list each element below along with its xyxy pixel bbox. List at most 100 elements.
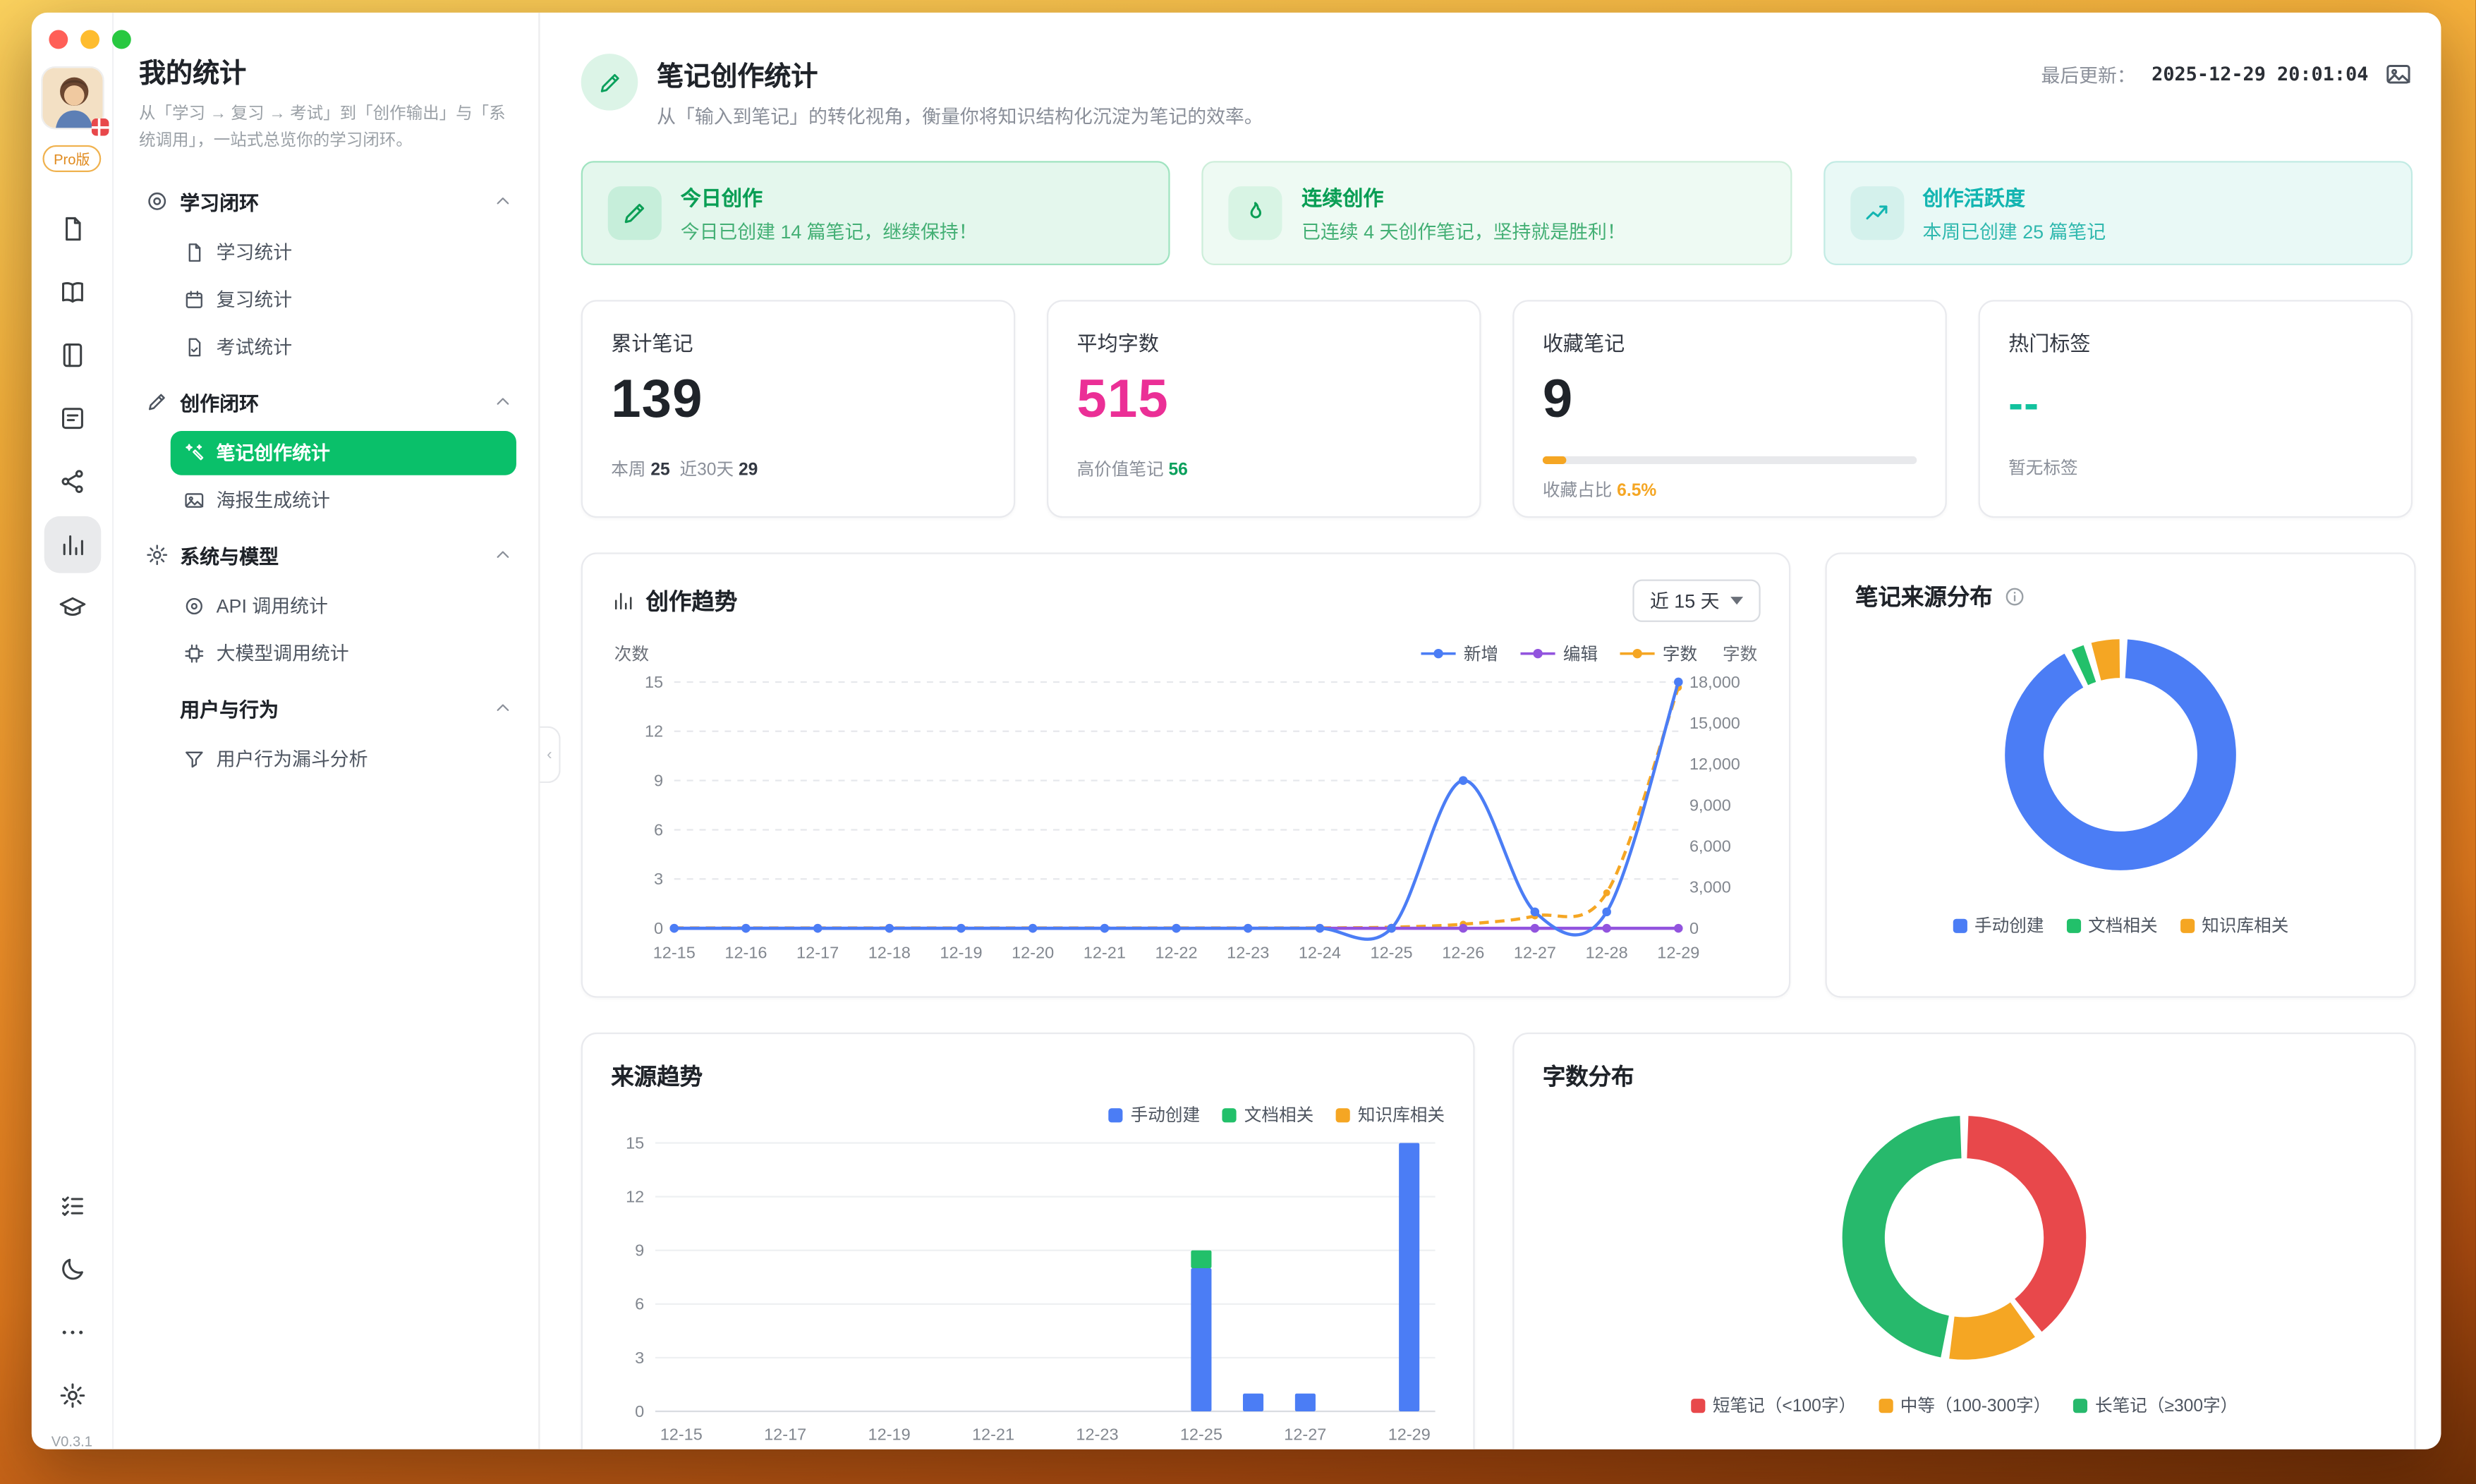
legend-item[interactable]: 知识库相关 bbox=[1335, 1102, 1445, 1127]
user-avatar[interactable] bbox=[40, 66, 109, 136]
sidebar-item[interactable]: 用户行为漏斗分析 bbox=[171, 736, 516, 781]
svg-text:12-29: 12-29 bbox=[1388, 1425, 1431, 1443]
sidebar-section-header[interactable]: 创作闭环 bbox=[135, 375, 522, 427]
sidebar-item[interactable]: 笔记创作统计 bbox=[170, 430, 516, 475]
words-chart-title: 字数分布 bbox=[1542, 1065, 1634, 1091]
source-trend-bar-chart: 0 3 6 9 12 15 12-15 12-17 12-19 12-21 12-23 12-25 12… bbox=[626, 1133, 1436, 1443]
chevron-up-icon bbox=[492, 391, 513, 411]
svg-text:15: 15 bbox=[626, 1133, 644, 1152]
rail-stats[interactable] bbox=[43, 516, 101, 573]
sources-donut-chart bbox=[2005, 639, 2236, 870]
stat-footer: 本周 25 近30天 29 bbox=[611, 461, 758, 480]
chevron-up-icon bbox=[492, 697, 513, 717]
last-update-label: 最后更新： bbox=[2041, 63, 2136, 86]
svg-text:12-15: 12-15 bbox=[660, 1425, 703, 1443]
sidebar-section-header[interactable]: 系统与模型 bbox=[135, 528, 522, 580]
avatar-image bbox=[40, 66, 104, 130]
favorite-progress-fill bbox=[1542, 456, 1567, 465]
legend-item[interactable]: 手动创建 bbox=[1952, 913, 2044, 938]
svg-text:12-17: 12-17 bbox=[796, 944, 839, 962]
info-icon[interactable] bbox=[2003, 585, 2025, 607]
legend-item[interactable]: 短笔记（<100字） bbox=[1690, 1392, 1856, 1418]
sidebar-section: 创作闭环 笔记创作统计 海报生成统计 bbox=[135, 375, 522, 522]
trend-chart-title: 创作趋势 bbox=[645, 590, 738, 616]
trend-legend: 新增 编辑 字数 bbox=[1421, 641, 1697, 667]
sidebar-section: 用户与行为 用户行为漏斗分析 bbox=[135, 681, 522, 781]
rail-library[interactable] bbox=[44, 264, 101, 321]
rail-settings[interactable] bbox=[44, 1367, 101, 1424]
stat-footer: 高价值笔记 56 bbox=[1076, 461, 1188, 480]
svg-text:3: 3 bbox=[635, 1349, 644, 1367]
pro-badge[interactable]: Pro版 bbox=[42, 145, 102, 172]
app-window: Pro版 V0.3.1 我的统计 从「学习 → 复习 → 考试」到「创作输出」与… bbox=[31, 12, 2441, 1449]
sources-legend: 手动创建 文档相关 知识库相关 bbox=[1855, 913, 2386, 938]
legend-item[interactable]: 编辑 bbox=[1520, 641, 1598, 667]
sidebar-collapse-handle[interactable]: ‹ bbox=[540, 726, 561, 784]
stat-card-favorites: 收藏笔记 9 收藏占比 6.5% bbox=[1512, 300, 1947, 518]
funnel-icon bbox=[183, 748, 205, 770]
filecheck-icon bbox=[183, 336, 205, 358]
svg-text:9: 9 bbox=[654, 771, 663, 789]
page-subtitle: 从「输入到笔记」的转化视角，衡量你将知识结构化沉淀为笔记的效率。 bbox=[657, 105, 1263, 128]
export-image-icon[interactable] bbox=[2384, 60, 2413, 88]
source-trend-card: 来源趋势 手动创建 文档相关 知识库相关 0 3 6 9 12 15 12-15 12-17 12-… bbox=[581, 1032, 1475, 1449]
sidebar-subtitle: 从「学习 → 复习 → 考试」到「创作输出」与「系统调用」，一站式总览你的学习闭… bbox=[138, 104, 506, 151]
svg-text:12-18: 12-18 bbox=[868, 944, 911, 962]
legend-item[interactable]: 手动创建 bbox=[1108, 1102, 1200, 1127]
stat-footer: 暂无标签 bbox=[2008, 459, 2078, 479]
legend-item[interactable]: 新增 bbox=[1421, 641, 1498, 667]
sidebar-section-header[interactable]: 用户与行为 bbox=[135, 681, 522, 734]
svg-text:15,000: 15,000 bbox=[1689, 714, 1740, 732]
rail-learning[interactable] bbox=[44, 579, 101, 636]
maximize-button[interactable] bbox=[111, 30, 131, 49]
stat-label: 热门标签 bbox=[2008, 332, 2091, 355]
svg-text:12-29: 12-29 bbox=[1657, 944, 1699, 962]
legend-item[interactable]: 知识库相关 bbox=[2179, 913, 2288, 938]
sidebar-item[interactable]: 复习统计 bbox=[171, 277, 516, 322]
sidebar-item[interactable]: 海报生成统计 bbox=[171, 478, 516, 522]
legend-item[interactable]: 中等（100-300字） bbox=[1878, 1392, 2051, 1418]
favorite-progress bbox=[1542, 456, 1917, 465]
svg-text:3: 3 bbox=[654, 870, 663, 888]
sidebar-item[interactable]: API 调用统计 bbox=[171, 583, 516, 628]
wand-icon bbox=[183, 442, 205, 463]
last-update-time: 2025-12-29 20:01:04 bbox=[2152, 63, 2369, 85]
minimize-button[interactable] bbox=[80, 30, 100, 49]
highlight-banners: 今日创作 今日已创建 14 篇笔记，继续保持！ 连续创作 已连续 4 天创作笔记，坚持… bbox=[581, 161, 2413, 266]
legend-item[interactable]: 文档相关 bbox=[2065, 913, 2158, 938]
sidebar-item[interactable]: 考试统计 bbox=[171, 324, 516, 369]
sidebar-item[interactable]: 学习统计 bbox=[171, 230, 516, 274]
legend-item[interactable]: 文档相关 bbox=[1222, 1102, 1313, 1127]
svg-text:12-16: 12-16 bbox=[724, 944, 767, 962]
svg-text:6: 6 bbox=[635, 1295, 644, 1313]
svg-text:12-17: 12-17 bbox=[764, 1425, 806, 1443]
svg-text:12-27: 12-27 bbox=[1514, 944, 1556, 962]
version-label: V0.3.1 bbox=[51, 1433, 92, 1449]
rail-more[interactable] bbox=[44, 1304, 101, 1361]
legend-item[interactable]: 长笔记（≥300字） bbox=[2073, 1392, 2238, 1418]
rail-notebook[interactable] bbox=[44, 327, 101, 384]
svg-text:15: 15 bbox=[645, 673, 663, 691]
close-button[interactable] bbox=[49, 30, 68, 49]
rail-documents[interactable] bbox=[44, 200, 101, 257]
sidebar-item[interactable]: 大模型调用统计 bbox=[171, 631, 516, 675]
svg-text:6: 6 bbox=[654, 820, 663, 839]
words-donut-chart bbox=[1842, 1116, 2087, 1360]
range-select[interactable]: 近 15 天 bbox=[1632, 579, 1761, 622]
note-stats-icon bbox=[581, 54, 638, 111]
window-controls bbox=[49, 30, 131, 49]
trend-chart-card: 创作趋势 近 15 天 次数 新增 编辑 字数 字数 0 3 6 9 12 15 0 3,000 6… bbox=[581, 552, 1791, 998]
rail-tasks[interactable] bbox=[44, 1178, 101, 1235]
stat-card-avg-words: 平均字数 515 高价值笔记 56 bbox=[1046, 300, 1481, 518]
sidebar-section-header[interactable]: 学习闭环 bbox=[135, 175, 522, 227]
page-header: 笔记创作统计 从「输入到笔记」的转化视角，衡量你将知识结构化沉淀为笔记的效率。 … bbox=[581, 54, 2413, 129]
rail-theme-toggle[interactable] bbox=[44, 1241, 101, 1298]
words-legend: 短笔记（<100字） 中等（100-300字） 长笔记（≥300字） bbox=[1543, 1392, 2386, 1418]
legend-item[interactable]: 字数 bbox=[1620, 641, 1697, 667]
rail-notes[interactable] bbox=[44, 390, 101, 447]
rail-share[interactable] bbox=[44, 453, 101, 510]
gear-icon bbox=[145, 542, 169, 566]
stat-label: 平均字数 bbox=[1076, 332, 1159, 355]
svg-text:12-20: 12-20 bbox=[1012, 944, 1054, 962]
